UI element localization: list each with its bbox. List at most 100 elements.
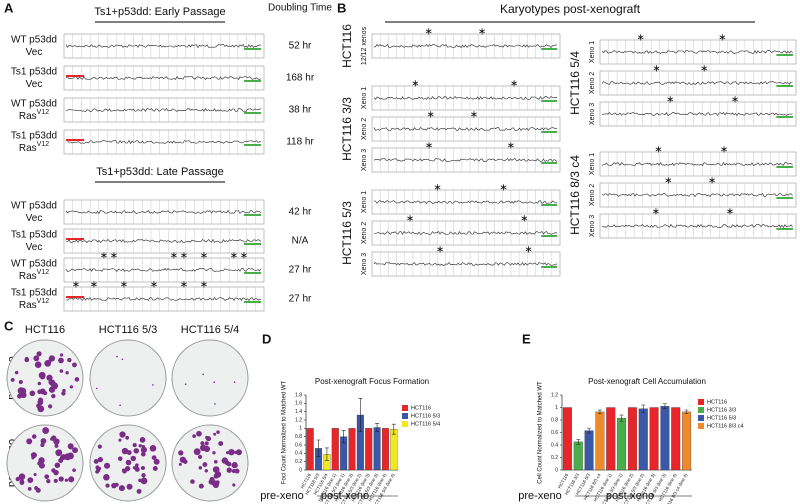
row-label-text: Ras [19, 271, 37, 282]
colony [132, 443, 137, 448]
colony [126, 483, 133, 490]
group-label: pre-xeno [518, 490, 561, 502]
colony [193, 448, 201, 456]
colony [43, 391, 48, 396]
colony [216, 430, 220, 434]
y-tick-label: 0.6 [295, 442, 302, 448]
colony [69, 385, 74, 389]
y-tick-label: 0.8 [295, 434, 302, 440]
colony [132, 466, 137, 470]
colony [119, 404, 121, 407]
row-label-text: Ras [19, 143, 37, 154]
colony [68, 476, 75, 483]
colony [208, 479, 215, 485]
copy-number-trace [601, 81, 793, 85]
superscript: V12 [37, 141, 50, 148]
row-label-text: Vec [26, 47, 43, 58]
copy-number-trace [65, 209, 262, 215]
row-label: RasV12 [19, 298, 49, 311]
karyotype-frame [63, 199, 265, 225]
colony [136, 488, 142, 494]
copy-number-trace [373, 262, 558, 266]
colony [10, 378, 15, 382]
bar [365, 428, 373, 471]
colony [33, 355, 40, 362]
colony [140, 465, 145, 471]
track-label: Xeno 1 [589, 41, 596, 63]
aberration-star: ∗ [433, 183, 441, 194]
row-label: RasV12 [19, 269, 49, 282]
y-tick-label: 1.6 [295, 401, 302, 407]
track-label: Xeno 3 [361, 253, 368, 275]
row-label: WT p53dd [11, 201, 57, 212]
colony [121, 468, 126, 472]
colony [133, 448, 140, 454]
colony [31, 434, 37, 439]
legend-label: HCT116 5/4 [411, 421, 440, 427]
y-axis-label: Foci Count Normalized to Matched WT [282, 380, 288, 484]
culture-plate [6, 424, 84, 502]
colony [62, 388, 66, 393]
error-bar [587, 427, 592, 434]
panel-label: E [522, 331, 531, 346]
column-header: HCT116 [25, 324, 65, 336]
colony [74, 377, 80, 382]
colony [200, 441, 205, 446]
y-tick-label: 0.8 [551, 417, 558, 423]
colony [213, 381, 215, 384]
bar [649, 407, 659, 471]
colony [64, 478, 69, 482]
group-label: HCT116 5/3 [340, 201, 354, 265]
row-label: RasV12 [19, 141, 49, 154]
colony [196, 430, 202, 437]
error-bar [341, 430, 346, 444]
colony [51, 393, 56, 399]
colony [212, 451, 216, 455]
doubling-time: N/A [292, 236, 309, 247]
error-bar [597, 409, 602, 415]
aberration-star: ∗ [426, 110, 434, 121]
legend-swatch [402, 405, 408, 411]
bar [606, 407, 616, 471]
error-bar [324, 447, 329, 461]
colony [54, 462, 61, 469]
colony [151, 455, 157, 460]
doubling-time: 42 hr [289, 207, 312, 218]
colony [141, 473, 146, 478]
track-label: Xeno 3 [361, 149, 368, 171]
colony [51, 382, 59, 390]
copy-number-trace [373, 127, 558, 131]
copy-number-trace [373, 200, 558, 204]
colony [130, 455, 137, 462]
colony [27, 477, 34, 484]
row-label-text: Ras [19, 111, 37, 122]
row-label: Ts1 p53dd [11, 288, 57, 299]
culture-plate [6, 339, 84, 417]
colony [36, 403, 41, 409]
bar [617, 417, 627, 471]
colony [152, 465, 158, 471]
aberration-star: ∗ [406, 214, 414, 225]
aberration-star: ∗ [180, 280, 188, 291]
aberration-star: ∗ [731, 95, 739, 106]
copy-number-trace [601, 161, 793, 167]
colony [46, 374, 53, 381]
karyotype-frame [599, 213, 797, 239]
y-tick-label: 1 [299, 426, 302, 432]
bar [381, 428, 389, 471]
legend-label: HCT116 8/3 c4 [707, 423, 744, 429]
legend-swatch [698, 399, 704, 405]
bar [660, 406, 670, 471]
culture-plate [171, 339, 249, 417]
y-tick-label: 1.8 [295, 392, 302, 398]
row-label: RasV12 [19, 109, 49, 122]
colony [34, 361, 42, 369]
copy-number-trace [601, 112, 793, 117]
colony [53, 469, 59, 476]
aberration-star: ∗ [72, 280, 80, 291]
panel-label: D [262, 331, 271, 346]
copy-number-trace [601, 223, 793, 228]
colony [67, 357, 72, 363]
colony [215, 480, 220, 485]
bar [682, 411, 692, 471]
